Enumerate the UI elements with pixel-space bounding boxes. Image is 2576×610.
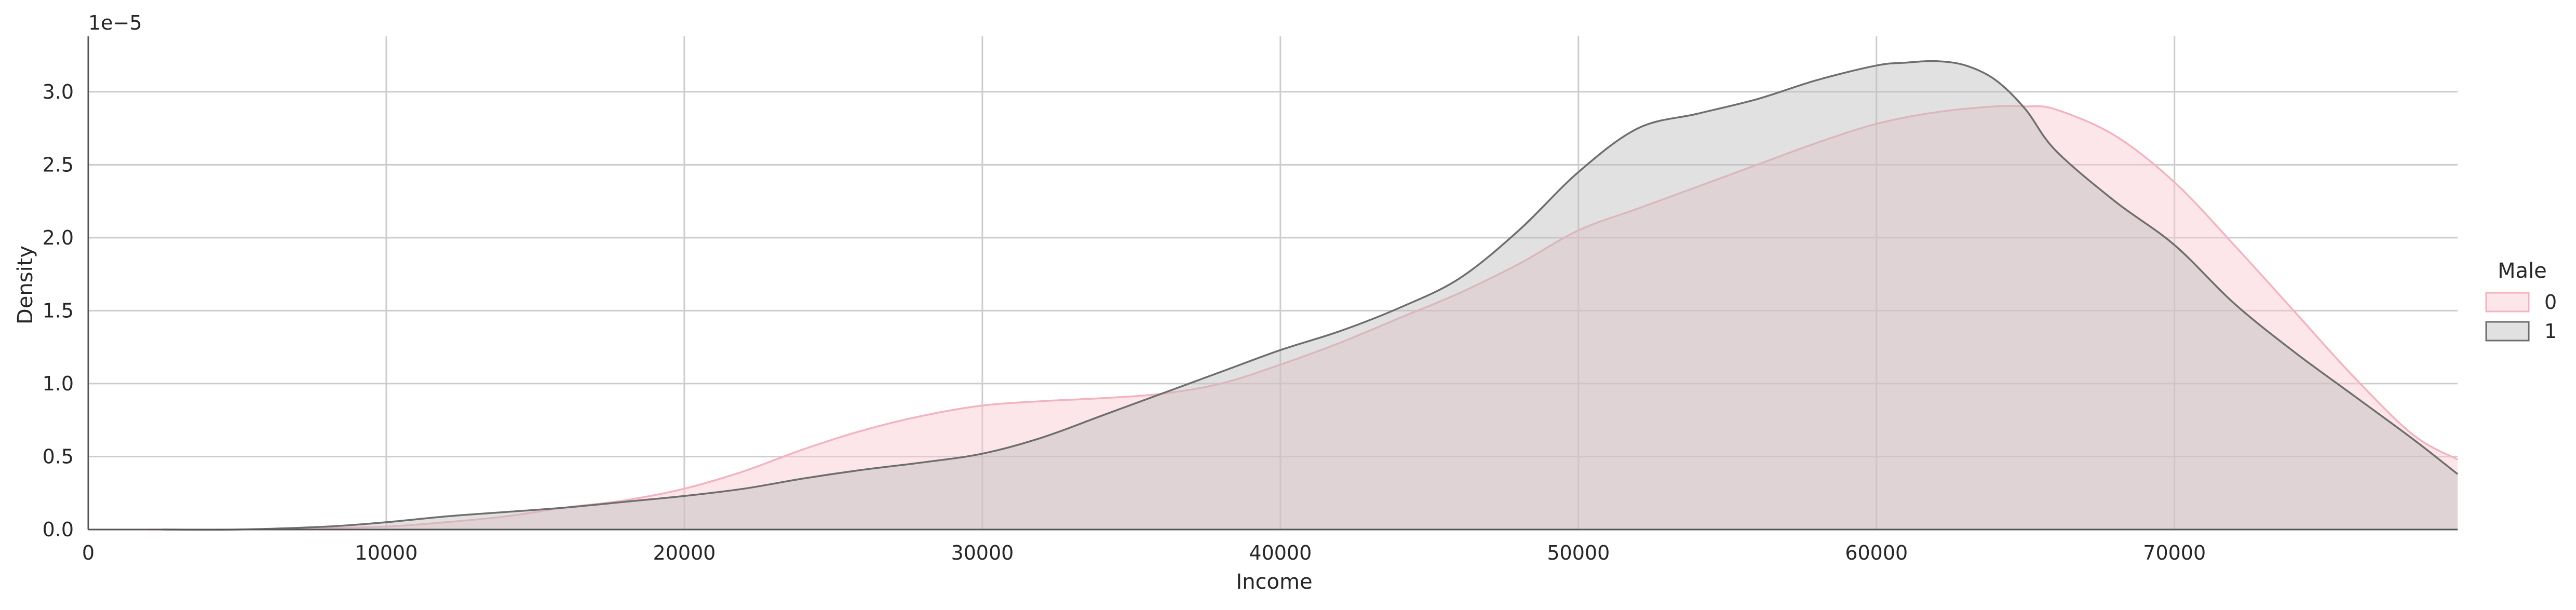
axis-layer: [87, 36, 2458, 531]
area-layer: [147, 60, 2459, 531]
y-tick-label: 0.5: [43, 445, 74, 468]
legend-label-series-0: 0: [2544, 291, 2557, 314]
y-axis-offset-label: 1e−5: [88, 11, 142, 34]
y-tick-label: 2.5: [43, 153, 74, 176]
legend: Male 01: [2485, 259, 2557, 343]
y-tick-label: 0.0: [43, 518, 74, 541]
x-tick-label: 40000: [1249, 541, 1312, 564]
y-tick-label: 1.5: [43, 299, 74, 322]
x-tick-label: 50000: [1547, 541, 1610, 564]
y-tick-label: 1.0: [43, 372, 74, 395]
x-axis-label: Income: [1236, 570, 1312, 594]
density-area-series-0: [147, 105, 2458, 530]
x-tick-label: 20000: [653, 541, 716, 564]
x-tick-label: 60000: [1845, 541, 1908, 564]
x-tick-label: 0: [82, 541, 95, 564]
legend-swatch-series-1: [2485, 321, 2530, 342]
density-area-series-1: [163, 61, 2458, 530]
x-tick-label: 10000: [355, 541, 418, 564]
density-line-series-1: [163, 60, 2459, 531]
tick-layer: 0 10000 20000 30000 40000 50000 60000 70000 0.0 0…: [43, 80, 2206, 564]
y-tick-label: 3.0: [43, 80, 74, 103]
y-tick-label: 2.0: [43, 226, 74, 249]
x-tick-label: 30000: [951, 541, 1014, 564]
grid-layer: [88, 36, 2458, 530]
legend-title: Male: [2498, 259, 2547, 283]
legend-label-series-1: 1: [2544, 320, 2557, 343]
legend-items: 01: [2485, 291, 2557, 343]
x-tick-label: 70000: [2143, 541, 2206, 564]
y-axis-label: Density: [14, 246, 37, 324]
legend-swatch-series-0: [2485, 292, 2530, 313]
